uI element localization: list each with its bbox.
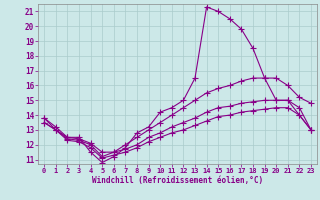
X-axis label: Windchill (Refroidissement éolien,°C): Windchill (Refroidissement éolien,°C) <box>92 176 263 185</box>
